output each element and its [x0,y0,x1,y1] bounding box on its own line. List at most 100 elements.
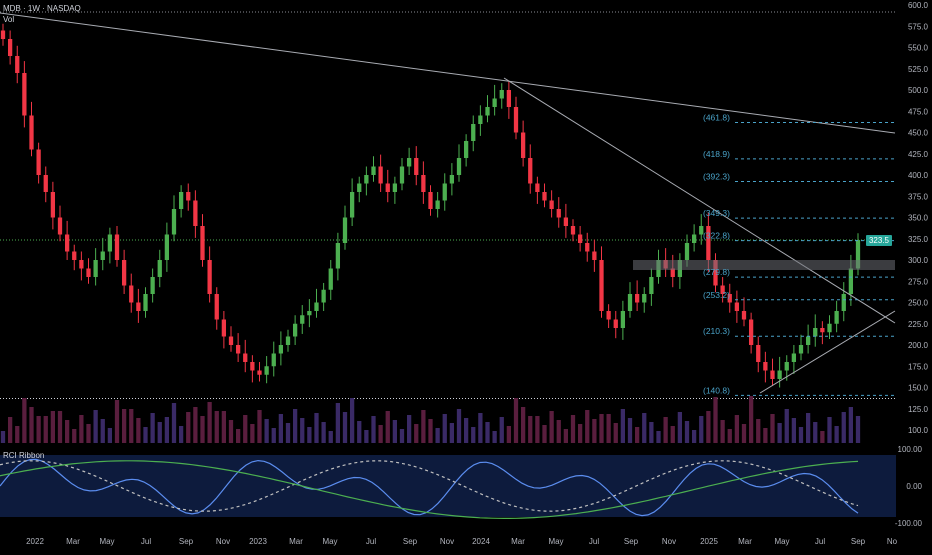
candle-body [214,294,219,320]
time-tick-label: Sep [179,537,194,546]
candle-body [606,311,611,320]
volume-bar [556,420,561,443]
candle-body [22,73,27,116]
volume-bar [385,411,390,443]
time-tick-label: 2022 [26,537,44,546]
candle-body [820,328,825,333]
time-tick-label: Nov [662,537,676,546]
candle-body [556,209,561,218]
time-tick-label: Sep [851,537,866,546]
osc-tick-label: 100.00 [898,445,923,454]
volume-bar [64,420,70,443]
candle-body [335,243,341,269]
volume-bar [314,413,319,443]
candle-body [585,243,590,252]
volume-bar [57,411,63,443]
candle-body [549,200,554,209]
osc-tick-label: 0.00 [906,482,922,491]
volume-bar [485,422,490,443]
volume-bar [342,412,348,443]
candle-body [777,370,782,379]
candle-body [827,323,832,333]
volume-bar [143,427,148,443]
volume-bar [100,419,105,443]
candle-body [178,192,184,209]
volume-bar [642,413,647,443]
volume-bar [86,424,91,443]
volume-bar [834,426,839,443]
volume-bar [22,398,27,443]
trendline-ascending [759,310,896,394]
candle-body [406,158,412,167]
volume-bar [406,415,412,443]
price-tick-label: 500.0 [908,86,929,95]
volume-bar [121,409,127,443]
volume-bar [392,420,398,443]
volume-bar [29,407,34,443]
candle-body [520,132,526,158]
time-tick-label: Mar [511,537,525,546]
rci-slow-line [0,460,859,519]
volume-bar [50,411,56,443]
symbol-info[interactable]: MDB · 1W · NASDAQ [3,4,81,13]
candle-body [463,141,469,158]
candle-body [748,319,754,345]
price-tick-label: 300.0 [908,256,929,265]
volume-bar [741,424,747,443]
candle-body [713,260,718,286]
volume-bar [164,417,170,443]
candle-body [136,302,141,311]
candle-body [691,234,697,243]
volume-bar [727,429,732,443]
price-tick-label: 600.0 [908,1,929,10]
candle-body [292,323,298,337]
candle-body [143,294,148,311]
time-tick-label: 2023 [249,537,267,546]
price-tick-label: 175.0 [908,362,929,371]
price-tick-label: 575.0 [908,22,929,31]
candle-body [471,124,476,141]
candle-body [435,200,440,209]
fib-level-label: (461.8) [703,112,730,122]
volume-bar [663,417,668,443]
candle-body [577,234,583,243]
price-tick-label: 525.0 [908,65,929,74]
volume-label[interactable]: Vol [3,15,15,24]
volume-bar [357,421,362,443]
candle-body [235,345,241,354]
fib-level-label: (279.8) [703,267,730,277]
volume-bar [200,416,205,443]
volume-bar [563,429,569,443]
candle-body [834,311,839,324]
volume-bar [278,414,284,443]
time-tick-label: Jul [141,537,151,546]
time-tick-label: Jul [366,537,376,546]
candle-body [86,268,91,277]
volume-bar [577,424,583,443]
volume-bar [399,429,405,443]
volume-bar [186,412,191,443]
volume-bar [542,425,547,443]
volume-bar [756,419,761,443]
volume-bar [193,407,198,443]
candle-body [442,183,447,201]
volume-bar [634,427,640,443]
candle-body [93,260,98,277]
candle-body [592,251,597,260]
oscillator-label[interactable]: RCI Ribbon [3,451,45,460]
candle-body [193,200,198,226]
volume-bar [428,419,433,443]
volume-bar [699,416,704,443]
price-tick-label: 100.0 [908,426,929,435]
candle-body [164,234,170,260]
volume-bar [798,427,804,443]
volume-bar [371,416,376,443]
volume-bar [813,422,818,443]
volume-bar [478,413,483,443]
candle-body [157,260,162,277]
candle-body [328,268,333,290]
volume-bar [606,414,611,443]
candle-body [734,302,740,311]
